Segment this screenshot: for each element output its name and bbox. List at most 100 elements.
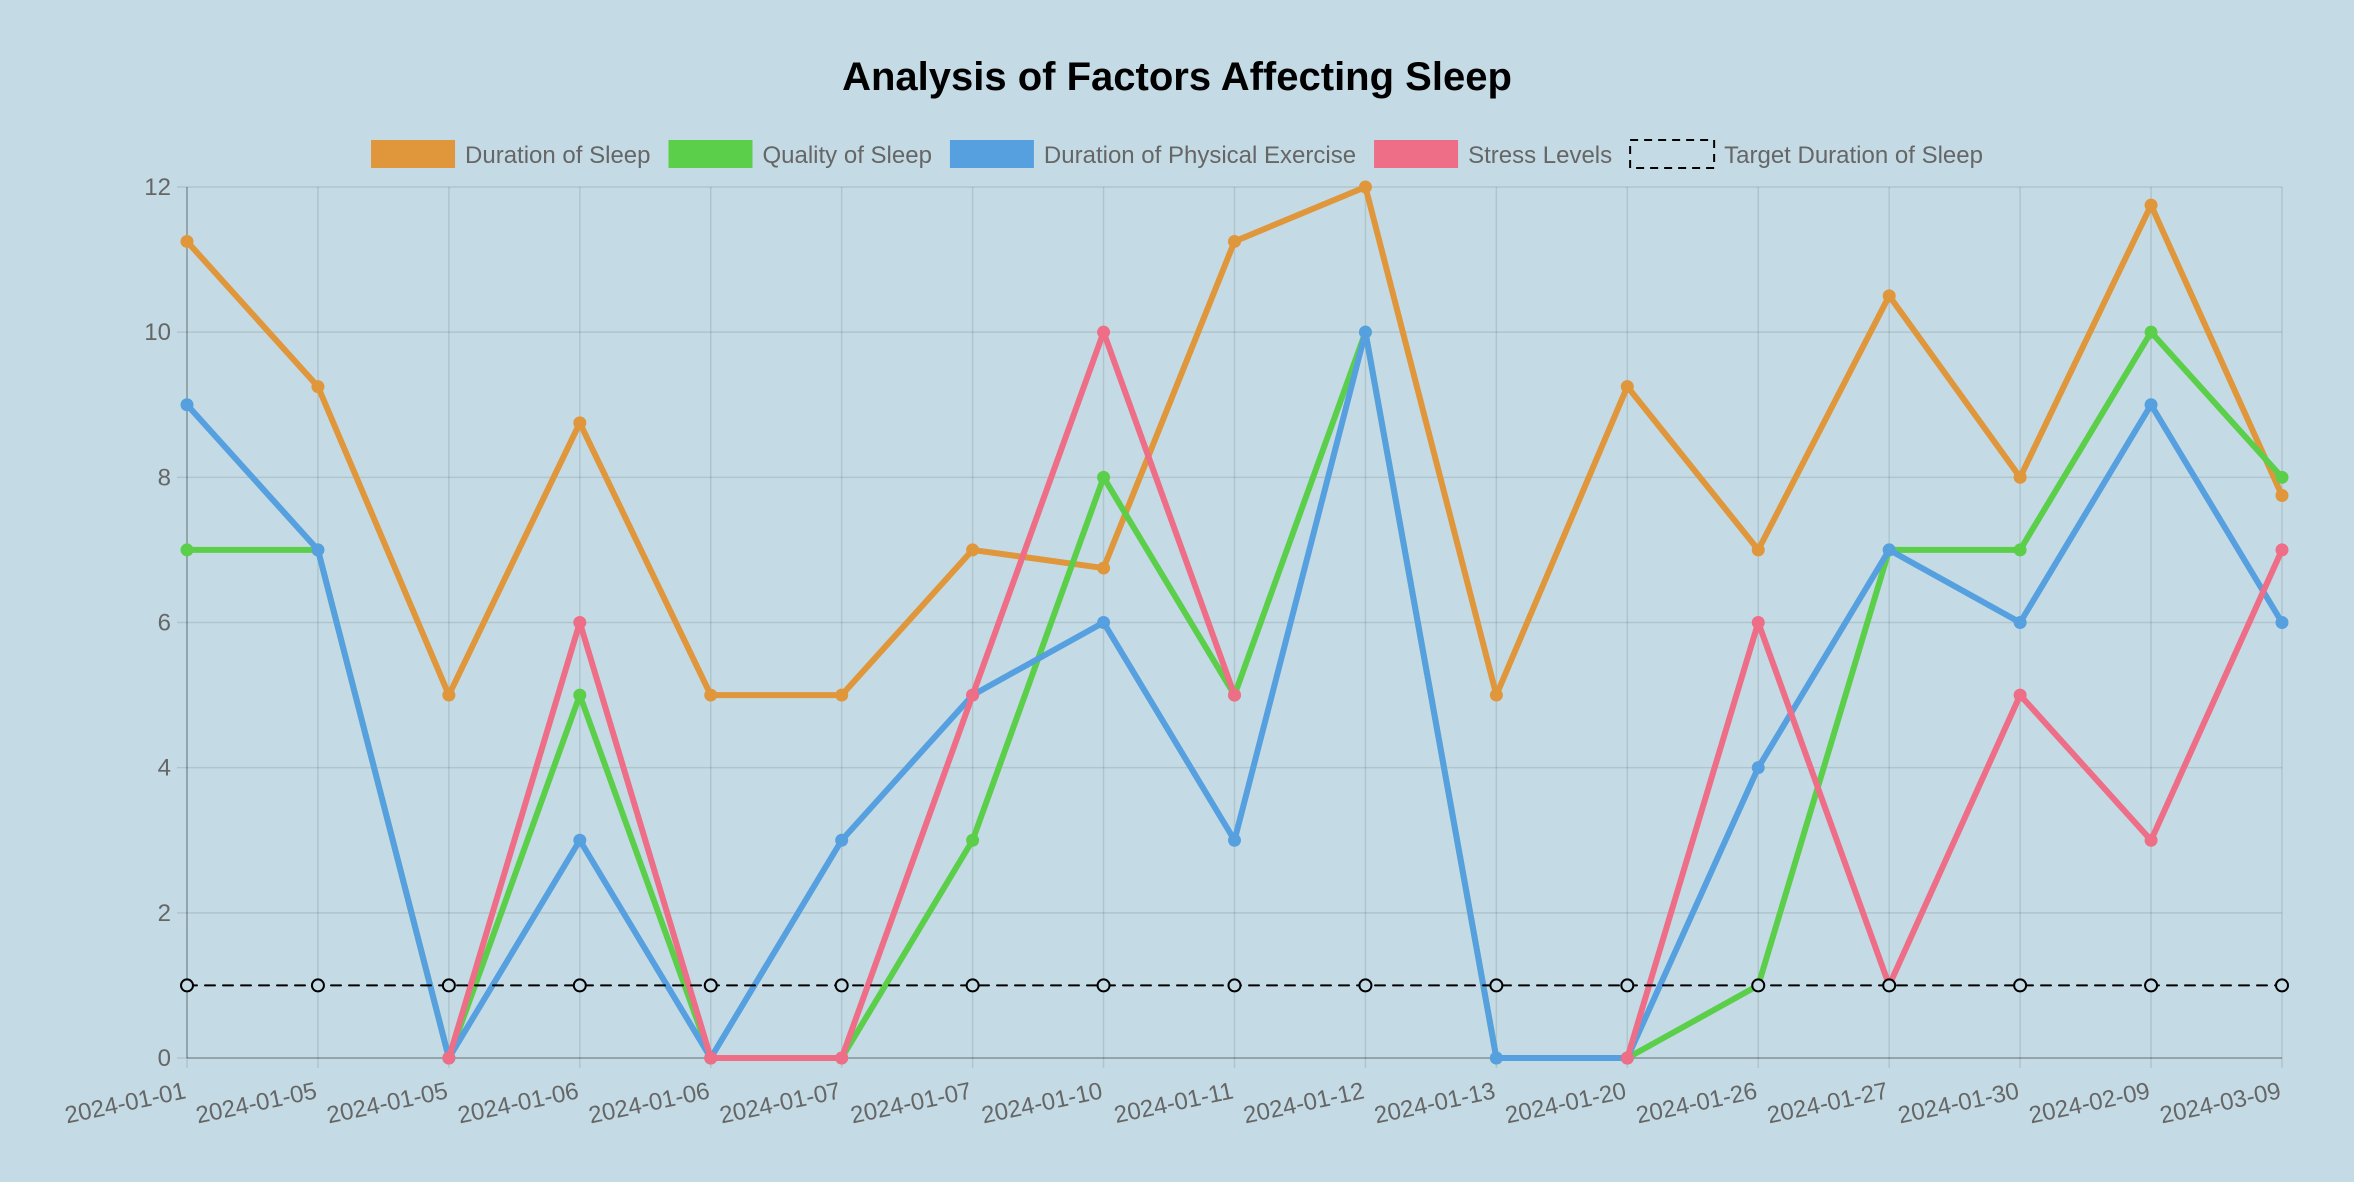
data-point[interactable] xyxy=(573,688,587,702)
data-point[interactable] xyxy=(1751,543,1765,557)
data-point[interactable] xyxy=(835,688,849,702)
x-tick-label: 2024-01-07 xyxy=(717,1077,843,1129)
data-point[interactable] xyxy=(180,978,194,993)
data-point[interactable] xyxy=(572,978,587,993)
data-point[interactable] xyxy=(1227,978,1242,993)
data-point[interactable] xyxy=(180,234,194,248)
x-tick-label: 2024-01-05 xyxy=(193,1077,319,1129)
x-tick-label: 2024-01-10 xyxy=(979,1077,1105,1129)
data-point[interactable] xyxy=(1620,1051,1634,1065)
series-duration-of-sleep xyxy=(180,180,2289,702)
data-point[interactable] xyxy=(2275,488,2289,502)
y-tick-label: 6 xyxy=(158,610,171,637)
legend: Duration of Sleep Quality of Sleep Duratio… xyxy=(371,139,1983,169)
data-point[interactable] xyxy=(966,543,980,557)
data-point[interactable] xyxy=(1489,978,1504,993)
legend-item-quality-of-sleep[interactable]: Quality of Sleep xyxy=(668,140,932,169)
x-tick-label: 2024-01-07 xyxy=(848,1077,974,1129)
x-tick-label: 2024-01-06 xyxy=(455,1077,581,1129)
data-point[interactable] xyxy=(1620,380,1634,394)
series-line xyxy=(1624,546,2285,1061)
y-tick-label: 10 xyxy=(144,319,171,346)
data-point[interactable] xyxy=(1882,289,1896,303)
legend-label: Target Duration of Sleep xyxy=(1724,142,1983,169)
y-tick-label: 0 xyxy=(158,1045,171,1072)
y-tick-label: 4 xyxy=(158,755,171,782)
data-point[interactable] xyxy=(2144,325,2158,339)
x-tick-label: 2024-01-30 xyxy=(1896,1077,2022,1129)
legend-item-target-duration-of-sleep[interactable]: Target Duration of Sleep xyxy=(1629,139,1983,169)
data-point[interactable] xyxy=(1751,978,1766,993)
data-point[interactable] xyxy=(1489,1051,1503,1065)
data-point[interactable] xyxy=(966,833,980,847)
legend-swatch xyxy=(1374,140,1459,168)
x-tick-label: 2024-01-27 xyxy=(1765,1077,1891,1129)
data-point[interactable] xyxy=(441,978,456,993)
data-point[interactable] xyxy=(1358,180,1372,194)
data-point[interactable] xyxy=(2275,978,2289,993)
data-point[interactable] xyxy=(1097,470,1111,484)
data-point[interactable] xyxy=(1882,543,1896,557)
y-tick-label: 2 xyxy=(158,900,171,927)
legend-item-stress-levels[interactable]: Stress Levels xyxy=(1374,140,1612,169)
data-point[interactable] xyxy=(1228,688,1241,702)
data-point[interactable] xyxy=(180,398,194,412)
data-point[interactable] xyxy=(1097,616,1111,629)
data-point[interactable] xyxy=(311,543,325,557)
data-point[interactable] xyxy=(442,688,456,702)
data-point[interactable] xyxy=(1358,325,1372,339)
data-point[interactable] xyxy=(2144,978,2159,993)
data-point[interactable] xyxy=(1358,978,1373,993)
data-point[interactable] xyxy=(573,416,587,430)
data-point[interactable] xyxy=(2144,398,2158,412)
data-point[interactable] xyxy=(573,616,587,629)
legend-label: Quality of Sleep xyxy=(762,142,931,169)
legend-item-duration-of-sleep[interactable]: Duration of Sleep xyxy=(371,140,650,169)
y-tick-label: 8 xyxy=(158,464,171,491)
data-point[interactable] xyxy=(1751,761,1765,775)
legend-item-duration-of-physical-exercise[interactable]: Duration of Physical Exercise xyxy=(949,140,1356,169)
x-tick-label: 2024-01-06 xyxy=(586,1077,712,1129)
chart-title: Analysis of Factors Affecting Sleep xyxy=(842,55,1512,99)
data-point[interactable] xyxy=(311,380,325,394)
data-point[interactable] xyxy=(180,543,194,557)
data-point[interactable] xyxy=(704,688,718,702)
data-point[interactable] xyxy=(1882,978,1897,993)
data-point[interactable] xyxy=(966,688,980,702)
data-point[interactable] xyxy=(834,978,849,993)
data-point[interactable] xyxy=(2144,833,2158,847)
legend-swatch xyxy=(1629,139,1716,169)
data-point[interactable] xyxy=(835,1051,849,1065)
data-point[interactable] xyxy=(1097,561,1111,575)
data-point[interactable] xyxy=(1097,325,1111,339)
data-point[interactable] xyxy=(442,1051,456,1065)
data-point[interactable] xyxy=(2144,198,2158,212)
x-tick-label: 2024-01-11 xyxy=(1112,1077,1236,1129)
data-point[interactable] xyxy=(1751,616,1765,629)
x-tick-label: 2024-01-13 xyxy=(1372,1077,1498,1129)
data-point[interactable] xyxy=(1620,978,1635,993)
data-point[interactable] xyxy=(310,978,325,993)
x-tick-label: 2024-01-05 xyxy=(324,1077,450,1129)
data-point[interactable] xyxy=(835,833,849,847)
data-point[interactable] xyxy=(2013,616,2027,629)
data-point[interactable] xyxy=(573,833,587,847)
legend-swatch xyxy=(949,140,1034,168)
data-point[interactable] xyxy=(965,978,980,993)
data-point[interactable] xyxy=(1096,978,1111,993)
data-point[interactable] xyxy=(2013,470,2027,484)
data-point[interactable] xyxy=(2013,543,2027,557)
data-point[interactable] xyxy=(2013,978,2028,993)
data-point[interactable] xyxy=(1489,688,1503,702)
data-point[interactable] xyxy=(2013,688,2027,702)
data-point[interactable] xyxy=(704,1051,718,1065)
data-point[interactable] xyxy=(2275,470,2289,484)
data-point[interactable] xyxy=(1228,234,1241,248)
data-point[interactable] xyxy=(2275,543,2289,557)
legend-label: Duration of Physical Exercise xyxy=(1044,142,1356,169)
x-tick-label: 2024-01-26 xyxy=(1634,1077,1760,1129)
data-point[interactable] xyxy=(703,978,718,993)
data-point[interactable] xyxy=(2275,616,2289,629)
data-point[interactable] xyxy=(1228,833,1241,847)
